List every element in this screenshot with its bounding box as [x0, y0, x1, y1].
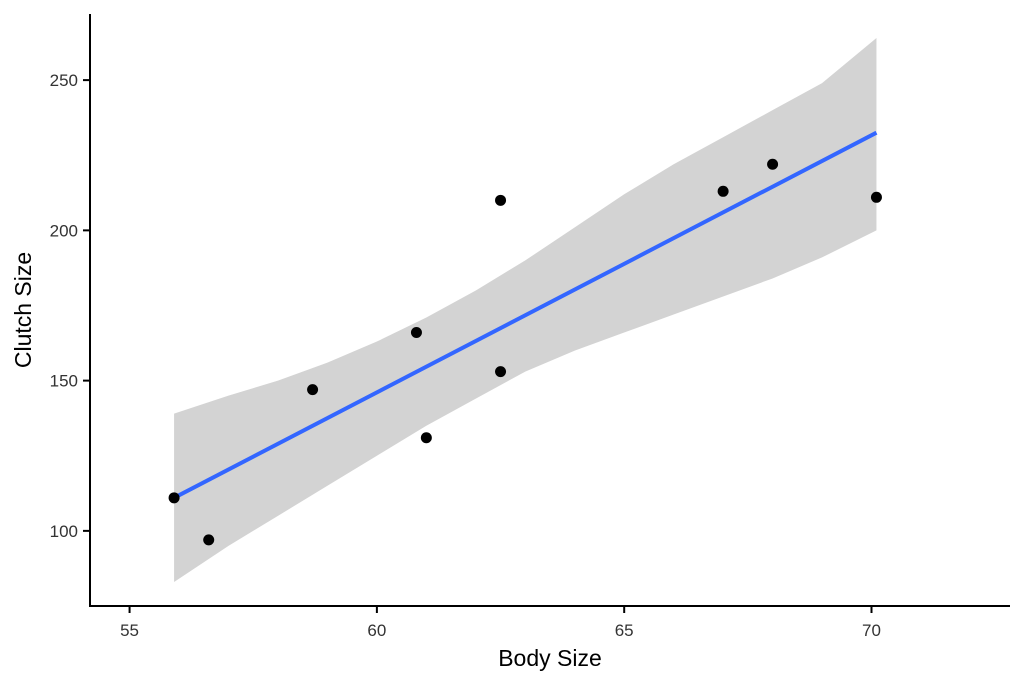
confidence-band [174, 38, 877, 582]
x-tick-label: 60 [367, 621, 386, 640]
data-point [168, 492, 180, 504]
y-tick-label: 150 [50, 372, 78, 391]
x-axis-title: Body Size [498, 645, 602, 671]
data-point [717, 185, 729, 197]
data-point [203, 534, 215, 546]
data-point [767, 158, 779, 170]
y-axis-title: Clutch Size [10, 252, 36, 368]
fit-line-layer [173, 130, 878, 500]
data-point [420, 432, 432, 444]
confidence-band-layer [174, 38, 877, 582]
x-tick-label: 70 [862, 621, 881, 640]
regression-line [173, 130, 878, 500]
data-point [307, 384, 319, 396]
y-tick-label: 250 [50, 71, 78, 90]
data-points-layer [168, 158, 882, 546]
data-point [410, 327, 422, 339]
tick-layer: 55 60 65 70 100 150 200 250 [50, 71, 881, 640]
x-tick-label: 55 [120, 621, 139, 640]
y-tick-label: 100 [50, 522, 78, 541]
data-point [870, 191, 882, 203]
x-tick-label: 65 [615, 621, 634, 640]
y-tick-label: 200 [50, 221, 78, 240]
axes [89, 14, 1010, 607]
data-point [495, 366, 507, 378]
data-point [495, 194, 507, 206]
